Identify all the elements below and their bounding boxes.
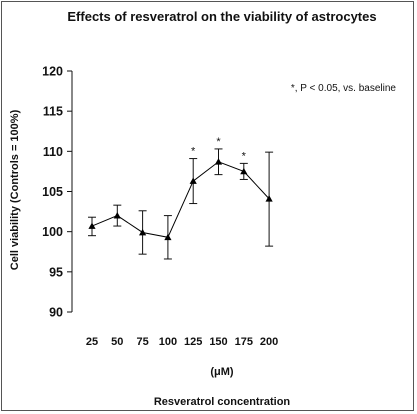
x-tick-label: 50 — [111, 336, 123, 348]
y-tick-label: 115 — [43, 105, 63, 119]
significance-star: * — [242, 150, 247, 162]
y-tick-label: 110 — [43, 145, 63, 159]
significance-annotation: *, P < 0.05, vs. baseline — [291, 83, 397, 94]
y-tick-label: 100 — [42, 225, 63, 239]
data-point — [113, 212, 121, 219]
series-line — [91, 161, 270, 238]
x-axis-unit: (μM) — [210, 366, 234, 378]
x-tick-label: 125 — [184, 336, 202, 348]
y-tick-label: 90 — [49, 306, 63, 320]
significance-star: * — [191, 146, 196, 158]
data-point — [164, 233, 172, 241]
plot-area: 90 95 100 105 110 115 120 25 50 75 100 125 150 175 200… — [42, 65, 278, 349]
data-point — [265, 195, 273, 202]
significance-star: * — [216, 136, 221, 148]
data-point — [88, 222, 96, 229]
y-tick-label: 105 — [42, 185, 63, 199]
data-point — [139, 228, 147, 236]
data-point — [214, 158, 223, 165]
data-point — [240, 167, 248, 175]
chart-title: Effects of resveratrol on the viability … — [67, 9, 376, 24]
x-tick-label: 200 — [260, 336, 278, 348]
x-tick-label: 75 — [136, 336, 148, 348]
x-tick-label: 175 — [235, 336, 253, 348]
x-axis-label: Resveratrol concentration — [154, 396, 291, 408]
y-tick-label: 95 — [49, 265, 63, 279]
data-point — [189, 177, 197, 184]
y-tick-label: 120 — [42, 65, 63, 79]
x-tick-label: 25 — [86, 336, 98, 348]
x-tick-label: 150 — [209, 336, 227, 348]
x-tick-label: 100 — [159, 336, 177, 348]
y-axis-label: Cell viability (Controls = 100%) — [9, 109, 21, 270]
